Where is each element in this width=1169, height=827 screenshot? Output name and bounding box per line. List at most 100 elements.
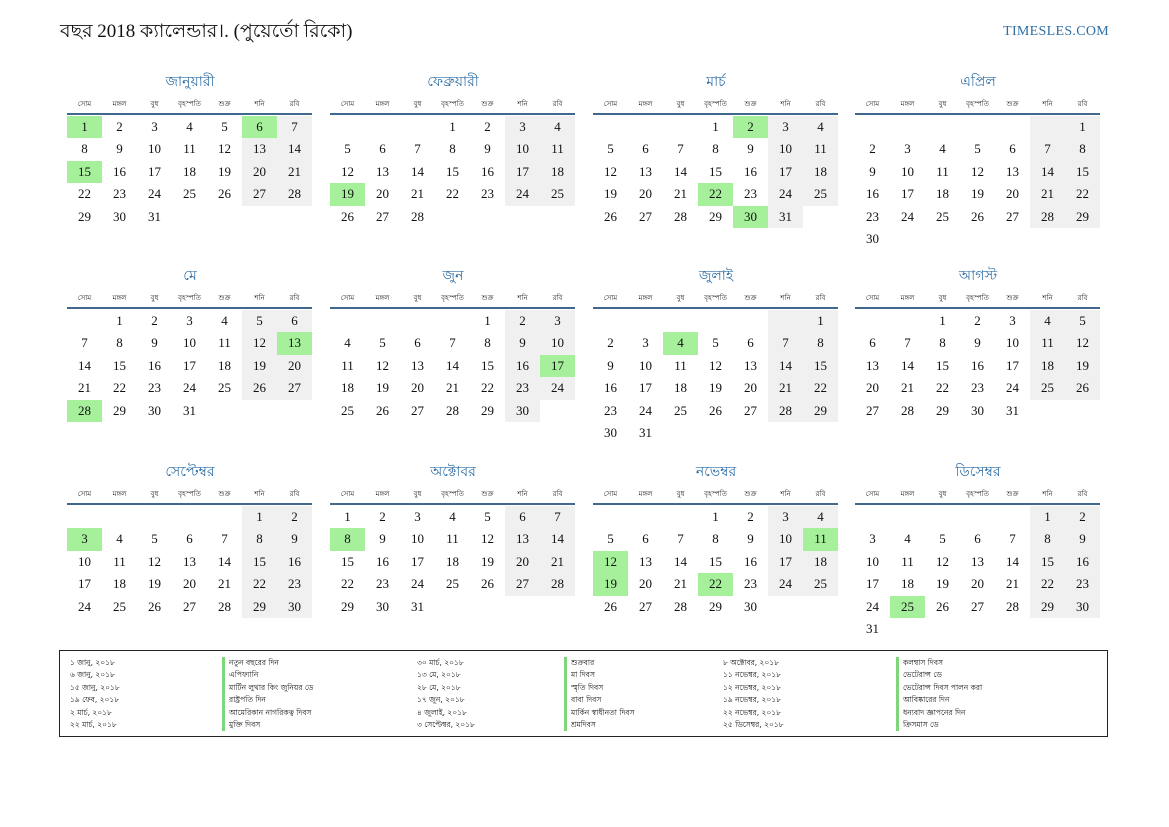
holiday-row: ২৮ মে, ২০১৮ স্মৃতি দিবস [417, 681, 757, 695]
weekday-label: বুধ [413, 294, 422, 302]
day-cell: 27 [242, 183, 277, 206]
day-cell: 21 [78, 380, 91, 396]
day-cell: 22 [1030, 573, 1065, 596]
day-cell: 16 [744, 163, 757, 179]
day-cell: 25 [540, 183, 575, 206]
weekday-label: বৃহস্পতি [178, 294, 201, 302]
day-cell: 11 [113, 553, 126, 569]
month-block: এপ্রিল সোম মঙ্গল বুধ বৃহস্পতি শুক্র শনি রবি 1 2 3 4… [855, 72, 1101, 250]
day-cell: 19 [242, 354, 277, 378]
day-cell: 3 [186, 313, 193, 328]
day-cell: 15 [936, 357, 949, 373]
weekday-label: বৃহস্পতি [704, 100, 727, 108]
month-divider [855, 307, 1100, 309]
holiday-row: ১ জানু, ২০১৮ নতুন বছরের দিন [70, 657, 410, 670]
weekday-label: রবি [1077, 294, 1088, 302]
day-cell: 30 [277, 595, 312, 618]
brand-link[interactable]: TIMESLES.COM [1003, 24, 1109, 39]
day-cell: 4 [186, 119, 193, 134]
holiday-column: ৮ অক্টোবর, ২০১৮ কলম্বাস দিবস ১১ নভেম্বর, ২… [723, 657, 1063, 732]
day-cell: 5 [712, 335, 719, 351]
day-cell: 27 [866, 402, 879, 418]
day-cell: 14 [674, 553, 687, 569]
day-cell: 25 [1030, 377, 1065, 400]
holiday-day-cell: 1 [67, 116, 102, 139]
holiday-date: ৬ জানু, ২০১৮ [70, 670, 115, 680]
empty-cell [628, 310, 663, 332]
holiday-day-cell: 17 [540, 354, 575, 378]
weekday-label: শনি [780, 100, 791, 108]
day-cell: 15 [481, 357, 494, 373]
day-cell: 15 [242, 550, 277, 574]
day-cell: 19 [1065, 354, 1100, 378]
day-cell: 5 [607, 531, 614, 547]
weekday-label: সোম [340, 294, 355, 302]
day-cell: 13 [866, 357, 879, 373]
weekday-label: শুক্র [218, 490, 231, 498]
day-cell: 24 [78, 598, 91, 614]
holiday-day-cell: 2 [733, 116, 768, 139]
empty-cell [593, 310, 628, 332]
day-cell: 21 [411, 186, 424, 202]
day-cell: 4 [344, 335, 351, 351]
day-cell: 31 [1006, 402, 1019, 418]
day-cell: 16 [148, 357, 161, 373]
day-cell: 17 [768, 550, 803, 574]
weekday-label: বুধ [676, 490, 685, 498]
day-cell: 25 [803, 573, 838, 596]
month-days-grid: 1 2 3 4 5 6 7 8 9 10 11 12 13 14 15 16 17 18 19 20 21 22 23 24 2… [67, 506, 313, 618]
weekday-label: মঙ্গল [638, 294, 653, 302]
day-cell: 2 [747, 509, 754, 524]
month-divider [855, 503, 1100, 505]
day-cell: 14 [901, 357, 914, 373]
day-cell: 18 [901, 576, 914, 592]
weekday-label: শনি [780, 294, 791, 302]
day-cell: 31 [148, 208, 161, 224]
month-title: অক্টোবর [430, 465, 476, 480]
empty-cell [698, 310, 733, 332]
day-cell: 30 [866, 230, 879, 246]
day-cell: 31 [183, 402, 196, 418]
day-cell: 20 [971, 576, 984, 592]
day-cell: 10 [866, 553, 879, 569]
day-cell: 27 [277, 377, 312, 400]
weekday-label: শনি [517, 100, 528, 108]
month-block: মে সোম মঙ্গল বুধ বৃহস্পতি শুক্র শনি রবি 1 2 3 4 5 6 7 8… [67, 266, 313, 422]
day-cell: 1 [484, 313, 491, 328]
weekday-label: সোম [865, 294, 880, 302]
empty-cell [593, 506, 628, 528]
day-cell: 27 [744, 402, 757, 418]
month-days-grid: 1 2 3 4 5 6 7 8 9 10 11 12 13 14 15 16 17 18 19 20 21 22 23 24 2… [593, 116, 839, 228]
weekday-label: বৃহস্পতি [441, 490, 464, 498]
holiday-date: ৪ জুলাই, ২০১৮ [417, 707, 467, 717]
weekday-label: বৃহস্পতি [966, 100, 989, 108]
day-cell: 16 [376, 553, 389, 569]
holiday-day-cell: 22 [698, 573, 733, 596]
day-cell: 12 [936, 553, 949, 569]
day-cell: 16 [1065, 550, 1100, 574]
day-cell: 13 [242, 138, 277, 161]
weekday-label: বুধ [413, 490, 422, 498]
day-cell: 19 [481, 553, 494, 569]
month-title: সেপ্টেম্বর [165, 465, 215, 480]
day-cell: 26 [971, 208, 984, 224]
weekday-header: সোম মঙ্গল বুধ বৃহস্পতি শুক্র শনি রবি [855, 96, 1101, 112]
day-cell: 5 [484, 509, 491, 524]
day-cell: 24 [148, 186, 161, 202]
day-cell: 3 [642, 335, 649, 351]
empty-cell [855, 506, 890, 528]
month-divider [593, 113, 838, 115]
day-cell: 26 [341, 208, 354, 224]
month-days-grid: 1 2 3 4 5 6 7 8 9 10 11 12 13 14 15 16 17 18 19 20 21 22 23 24 2… [67, 310, 313, 422]
day-cell: 2 [277, 506, 312, 529]
holiday-date: ২২ মার্চ, ২০১৮ [70, 719, 117, 729]
day-cell: 26 [148, 598, 161, 614]
day-cell: 14 [1006, 553, 1019, 569]
weekday-header: সোম মঙ্গল বুধ বৃহস্পতি শুক্র শনি রবি [593, 96, 839, 112]
weekday-label: সোম [865, 100, 880, 108]
day-cell: 10 [411, 531, 424, 547]
day-cell: 29 [341, 598, 354, 614]
holiday-name: ভেটেরান্স দিবস পালন করা [896, 681, 982, 695]
day-cell: 9 [151, 335, 158, 351]
holiday-row: ৬ জানু, ২০১৮ এপিফ্যানি [70, 669, 410, 682]
